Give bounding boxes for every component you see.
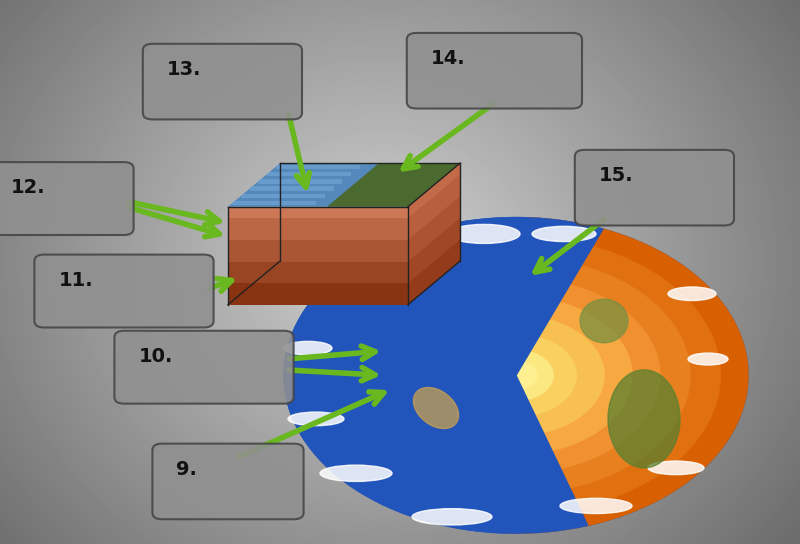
Polygon shape	[408, 239, 460, 305]
Ellipse shape	[284, 342, 332, 355]
Polygon shape	[408, 175, 460, 240]
Wedge shape	[509, 237, 720, 514]
Text: 14.: 14.	[430, 50, 466, 68]
Ellipse shape	[320, 465, 392, 481]
Polygon shape	[408, 218, 460, 283]
Polygon shape	[228, 283, 408, 305]
Wedge shape	[284, 218, 524, 533]
FancyBboxPatch shape	[0, 162, 134, 235]
Ellipse shape	[288, 412, 344, 425]
Polygon shape	[408, 163, 460, 219]
Wedge shape	[511, 277, 660, 473]
Ellipse shape	[580, 299, 628, 343]
Ellipse shape	[532, 226, 596, 242]
Wedge shape	[510, 257, 690, 493]
Ellipse shape	[688, 353, 728, 365]
Polygon shape	[241, 194, 325, 198]
Wedge shape	[508, 375, 588, 533]
FancyBboxPatch shape	[574, 150, 734, 225]
FancyBboxPatch shape	[114, 331, 294, 404]
Polygon shape	[250, 187, 334, 191]
Polygon shape	[320, 305, 464, 435]
Wedge shape	[512, 296, 632, 454]
Wedge shape	[513, 316, 604, 435]
Ellipse shape	[608, 370, 680, 468]
Ellipse shape	[668, 287, 716, 301]
Text: 15.: 15.	[598, 166, 634, 185]
FancyBboxPatch shape	[152, 444, 303, 519]
Polygon shape	[228, 240, 408, 262]
Text: 11.: 11.	[58, 271, 93, 290]
Text: 13.: 13.	[167, 60, 202, 79]
Circle shape	[284, 218, 748, 533]
Ellipse shape	[648, 461, 704, 474]
Wedge shape	[514, 335, 576, 416]
Text: 10.: 10.	[138, 347, 173, 366]
Polygon shape	[232, 201, 317, 205]
Ellipse shape	[560, 498, 632, 514]
FancyBboxPatch shape	[34, 255, 214, 327]
Ellipse shape	[448, 224, 520, 243]
Ellipse shape	[414, 387, 458, 429]
Ellipse shape	[412, 509, 492, 525]
Polygon shape	[228, 207, 408, 219]
Polygon shape	[276, 165, 360, 169]
Text: 12.: 12.	[10, 178, 45, 197]
Polygon shape	[258, 179, 342, 183]
FancyBboxPatch shape	[143, 44, 302, 120]
Wedge shape	[515, 361, 537, 390]
Polygon shape	[267, 172, 351, 176]
FancyBboxPatch shape	[406, 33, 582, 109]
Polygon shape	[228, 219, 408, 240]
Polygon shape	[228, 163, 460, 207]
Wedge shape	[514, 350, 553, 400]
Ellipse shape	[344, 269, 400, 286]
Text: 9.: 9.	[176, 460, 198, 479]
Wedge shape	[508, 218, 603, 375]
Polygon shape	[228, 262, 408, 283]
Polygon shape	[408, 196, 460, 262]
Polygon shape	[408, 163, 460, 305]
Wedge shape	[508, 218, 748, 533]
Polygon shape	[327, 163, 460, 207]
